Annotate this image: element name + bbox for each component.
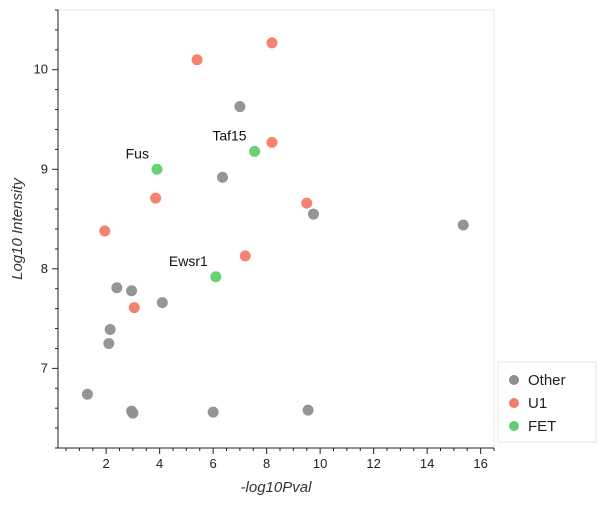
point-other-3 (457, 219, 469, 231)
legend-label-u1: U1 (528, 395, 547, 412)
legend-marker-u1 (509, 398, 519, 408)
point-u1-3 (150, 192, 162, 204)
y-axis: 7 8 9 10 (34, 9, 59, 449)
point-u1-7 (128, 302, 140, 314)
point-labels: Fus Taf15 Ewsr1 (126, 127, 247, 268)
x-axis-title: -log10Pval (241, 479, 313, 496)
point-other-0 (234, 101, 246, 113)
point-u1-2 (266, 136, 278, 148)
x-tick-label: 14 (420, 456, 434, 471)
point-u1-1 (191, 54, 203, 66)
x-axis: 2 4 6 8 10 12 14 16 (58, 447, 495, 471)
y-tick-label: 8 (41, 261, 48, 276)
x-tick-label: 6 (210, 456, 217, 471)
point-other-8 (103, 337, 115, 349)
point-fet-0 (151, 163, 163, 175)
point-label-ewsr1: Ewsr1 (169, 253, 208, 269)
point-other-2 (307, 208, 319, 220)
x-tick-label: 8 (263, 456, 270, 471)
point-other-6 (156, 297, 168, 309)
x-tick-label: 16 (473, 456, 487, 471)
point-label-fus: Fus (126, 145, 149, 161)
legend-label-other: Other (528, 372, 566, 389)
point-fet-1 (249, 145, 261, 157)
y-tick-label: 10 (34, 62, 48, 77)
point-other-4 (111, 282, 123, 294)
point-other-11 (127, 407, 139, 419)
point-other-5 (126, 285, 138, 297)
x-tick-label: 12 (366, 456, 380, 471)
point-other-13 (302, 404, 314, 416)
point-label-taf15: Taf15 (212, 127, 246, 143)
point-other-1 (217, 171, 229, 183)
point-u1-5 (99, 225, 111, 237)
legend-label-fet: FET (528, 418, 556, 435)
legend-marker-other (509, 375, 519, 385)
point-other-9 (81, 388, 93, 400)
x-tick-label: 4 (156, 456, 163, 471)
data-points (81, 37, 469, 419)
point-u1-0 (266, 37, 278, 49)
y-tick-label: 7 (41, 360, 48, 375)
point-u1-4 (301, 197, 313, 209)
legend-marker-fet (509, 421, 519, 431)
x-tick-label: 2 (103, 456, 110, 471)
point-u1-6 (239, 250, 251, 262)
y-axis-title: Log10 Intensity (9, 177, 26, 280)
y-tick-label: 9 (41, 161, 48, 176)
point-fet-2 (210, 271, 222, 283)
legend: Other U1 FET (497, 361, 597, 443)
point-other-7 (104, 324, 116, 336)
point-other-12 (207, 406, 219, 418)
x-tick-label: 10 (313, 456, 327, 471)
plot-area (57, 9, 495, 449)
